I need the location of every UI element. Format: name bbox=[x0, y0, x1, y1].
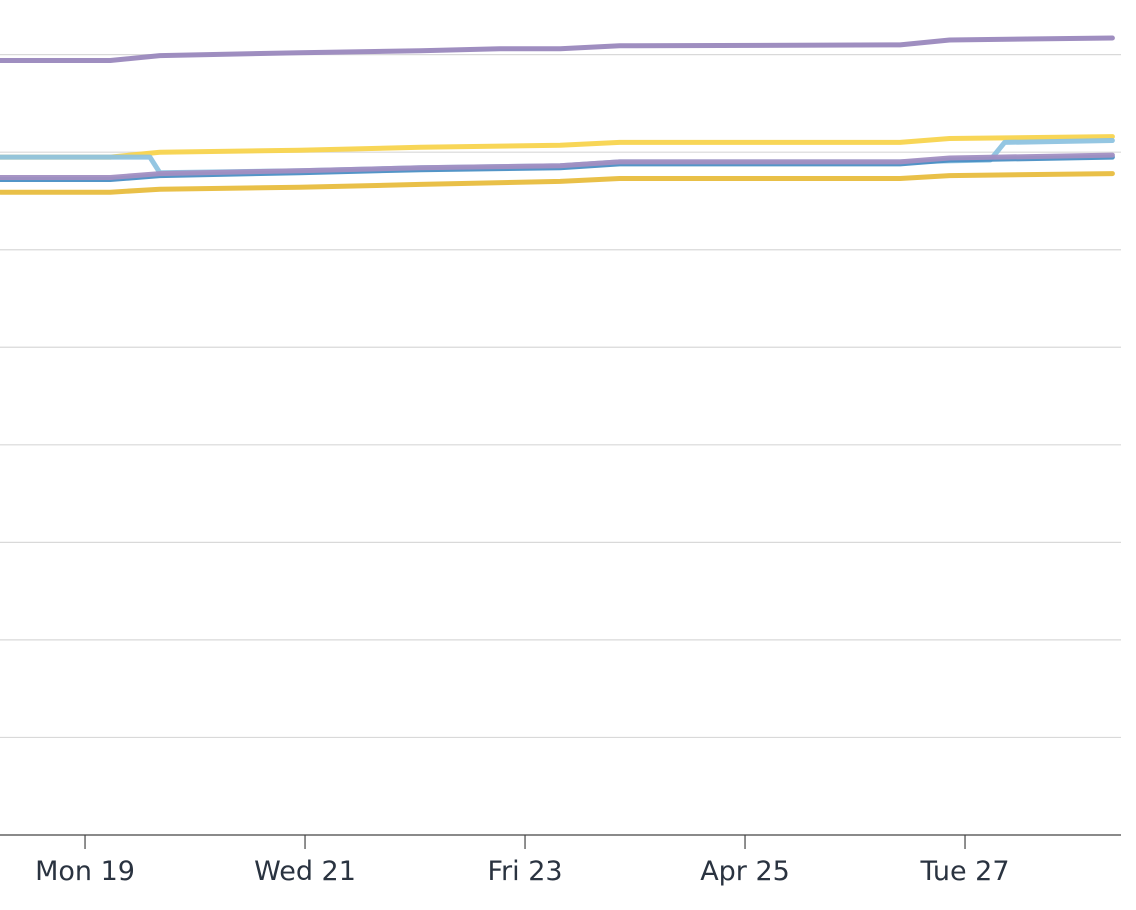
series-line-yellow-light bbox=[0, 134, 1115, 160]
series-lines bbox=[0, 35, 1115, 195]
series-line-purple-top bbox=[0, 35, 1115, 63]
x-tick-label: Wed 21 bbox=[254, 856, 356, 887]
x-tick-label: Apr 25 bbox=[700, 856, 790, 887]
series-line-purple-mid bbox=[0, 152, 1115, 180]
x-tick-label: Mon 19 bbox=[35, 856, 135, 887]
x-axis-ticks: Mon 19 Wed 21 Fri 23 Apr 25 Tue 27 bbox=[35, 835, 1010, 887]
series-line-yellow-dark bbox=[0, 171, 1115, 195]
x-tick-label: Tue 27 bbox=[919, 856, 1009, 887]
x-tick-label: Fri 23 bbox=[487, 856, 562, 887]
